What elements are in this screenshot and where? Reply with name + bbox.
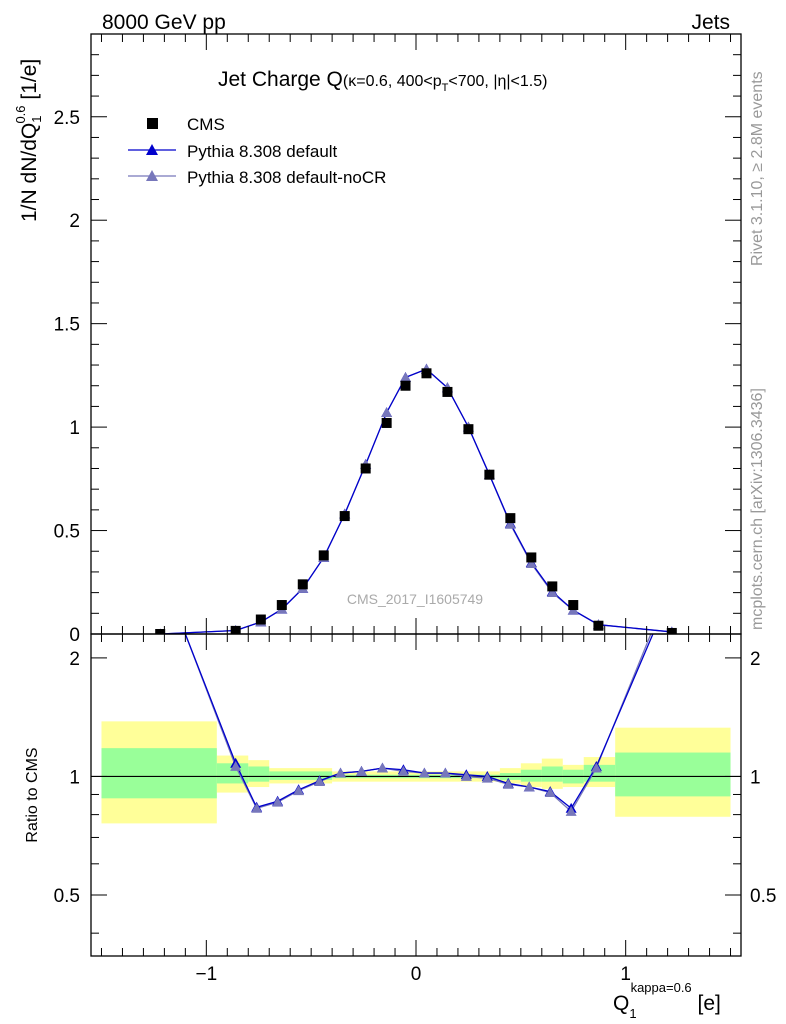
y-tick-label-main: 0 [69, 625, 80, 646]
ratio-point-nocr [418, 767, 430, 778]
ratio-point-nocr [590, 762, 602, 773]
ratio-band-inner-10 [615, 752, 731, 797]
legend-label-nocr: Pythia 8.308 default-noCR [187, 168, 386, 187]
ratio-point-nocr [565, 805, 577, 816]
y-tick-label-ratio-left: 1 [69, 767, 80, 788]
x-tick-label: 1 [620, 964, 631, 985]
legend-marker-default [146, 144, 158, 155]
y-tick-label-ratio-right: 1 [750, 767, 761, 788]
xlabel-sub: 1 [629, 1006, 636, 1021]
cms-data-point [463, 424, 474, 435]
y-tick-label-ratio-right: 0.5 [750, 886, 776, 907]
cms-data-point [297, 579, 308, 590]
ratio-band-inner-1 [216, 763, 249, 784]
cms-data-point [339, 511, 350, 522]
cms-data-point [381, 417, 392, 428]
cms-data-point [230, 625, 241, 634]
x-axis-label: Q1 kappa=0.6 [e] [613, 980, 721, 1021]
ratio-band-inner-7 [541, 766, 563, 782]
ylabel-sub: 1 [29, 116, 44, 123]
ratio-line-default [184, 634, 654, 810]
ylabel-post: [1/e] [18, 59, 41, 106]
main-point-nocr [546, 587, 558, 598]
legend: CMS Pythia 8.308 default Pythia 8.308 de… [128, 115, 386, 187]
cms-data-point [255, 614, 266, 625]
y-tick-label-ratio-left: 2 [69, 649, 80, 670]
title-sub-pre: (κ=0.6, 400<p [343, 73, 442, 90]
x-tick-label: 0 [411, 964, 422, 985]
title-sub-post: <700, |η|<1.5) [448, 73, 547, 90]
main-point-nocr [504, 518, 516, 529]
cms-data-point [442, 386, 453, 397]
ratio-point-nocr [376, 762, 388, 773]
cms-data-point [421, 368, 432, 379]
analysis-id-label: CMS_2017_I1605749 [347, 591, 483, 607]
cms-data-point [593, 620, 604, 631]
ratio-band-inner-0 [101, 748, 217, 799]
process-label: Jets [691, 11, 730, 34]
main-point-nocr [525, 558, 537, 569]
cms-data-point [526, 552, 537, 563]
legend-marker-nocr [146, 170, 158, 181]
ratio-point-nocr [335, 767, 347, 778]
main-ylabel: 1/N dN/dQ10.6 [1/e] [13, 59, 44, 222]
y-tick-label-main: 2.5 [54, 108, 80, 129]
ratio-point-nocr [272, 796, 284, 807]
cms-data-point [568, 600, 579, 611]
cms-data-point [505, 513, 516, 524]
cms-data-point [276, 600, 287, 611]
y-tick-label-main: 0.5 [54, 522, 80, 543]
ratio-band-inner-2 [248, 766, 270, 782]
xlabel-post: [e] [692, 992, 721, 1015]
main-panel [155, 363, 677, 634]
y-tick-label-ratio-left: 0.5 [54, 886, 80, 907]
ratio-point-nocr [314, 776, 326, 787]
ratio-point-nocr [251, 802, 263, 813]
rivet-version-label: Rivet 3.1.10, ≥ 2.8M events [749, 71, 766, 266]
x-tick-label: −1 [195, 964, 217, 985]
ratio-point-nocr [460, 770, 472, 781]
cms-data-point [318, 550, 329, 561]
y-tick-label-main: 2 [69, 211, 80, 232]
title-main: Jet Charge Q [218, 68, 343, 91]
ratio-point-nocr [439, 767, 451, 778]
cms-data-point [360, 463, 371, 474]
ratio-line-nocr [184, 634, 652, 813]
y-tick-label-ratio-right: 2 [750, 649, 761, 670]
title-sub-sub: T [442, 82, 449, 94]
legend-label-default: Pythia 8.308 default [187, 142, 338, 161]
energy-label: 8000 GeV pp [102, 11, 226, 34]
xlabel-sup: kappa=0.6 [631, 980, 692, 995]
ratio-point-nocr [502, 778, 514, 789]
y-tick-label-main: 1.5 [54, 315, 80, 336]
cms-data-point [666, 627, 677, 634]
ratio-point-nocr [230, 760, 242, 771]
cms-data-point [547, 581, 558, 592]
ratio-ylabel: Ratio to CMS [24, 747, 41, 842]
cms-data-point [400, 380, 411, 391]
y-tick-label-main: 1 [69, 418, 80, 439]
ratio-point-nocr [397, 765, 409, 776]
ylabel-sup: 0.6 [13, 105, 28, 123]
ratio-band-inner-3 [269, 771, 333, 780]
xlabel-main: Q [613, 992, 629, 1015]
ratio-point-nocr [523, 781, 535, 792]
main-point-nocr [400, 371, 412, 382]
ratio-band-inner-6 [520, 769, 542, 782]
cms-data-point [484, 469, 495, 480]
mcplots-label: mcplots.cern.ch [arXiv:1306.3436] [749, 388, 766, 630]
ratio-point-nocr [293, 785, 305, 796]
plot-title: Jet Charge Q(κ=0.6, 400<pT<700, |η|<1.5) [218, 68, 547, 94]
main-point-nocr [381, 407, 393, 418]
ylabel-pre: 1/N dN/dQ [18, 123, 41, 222]
cms-data-point [155, 629, 166, 634]
ratio-point-nocr [544, 787, 556, 797]
ratio-panel [91, 634, 741, 824]
ratio-point-nocr [481, 772, 493, 783]
legend-marker-cms [147, 118, 158, 129]
ratio-point-nocr [355, 765, 367, 776]
axis-ticks: −1 0 1 0 0.5 1 1.5 2 2.5 0.5 1 2 0.5 1 2 [54, 34, 776, 985]
legend-label-cms: CMS [187, 115, 225, 134]
